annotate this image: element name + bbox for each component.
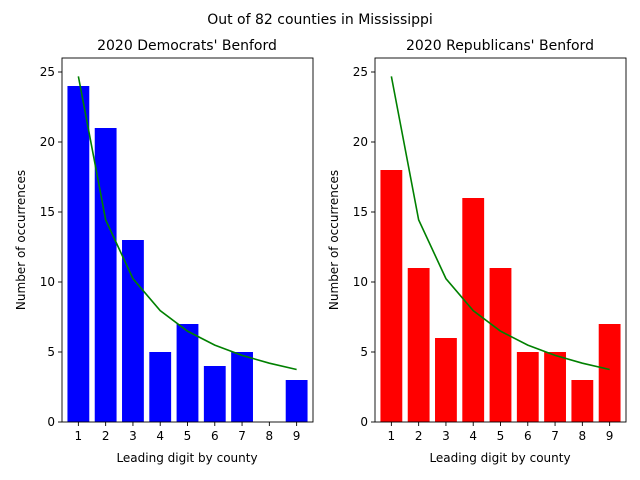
- republicans-y-tick-label: 25: [353, 65, 368, 79]
- republicans-x-tick-label: 6: [524, 429, 532, 443]
- democrats-x-tick-label: 9: [293, 429, 301, 443]
- republicans-bar-2: [407, 268, 430, 422]
- democrats-x-tick-label: 4: [156, 429, 164, 443]
- republicans-x-tick-label: 5: [497, 429, 505, 443]
- democrats-x-tick-label: 2: [102, 429, 110, 443]
- republicans-benford-expected-line: [390, 76, 610, 371]
- democrats-y-tick-label: 20: [40, 135, 55, 149]
- republicans-bar-6: [516, 352, 539, 422]
- democrats-x-tick-label: 7: [238, 429, 246, 443]
- democrats-bar-1: [67, 86, 90, 422]
- republicans-bar-3: [435, 338, 457, 422]
- republicans-x-tick-label: 7: [551, 429, 559, 443]
- republicans-x-tick-label: 2: [415, 429, 423, 443]
- democrats-bar-5: [176, 324, 199, 422]
- republicans-chart-title: 2020 Republicans' Benford: [406, 38, 594, 54]
- democrats-bar-2: [94, 128, 117, 422]
- democrats-chart: 2020 Democrats' Benford Leading digit by…: [14, 38, 314, 465]
- republicans-bar-7: [544, 352, 566, 422]
- republicans-y-tick-label: 20: [353, 135, 368, 149]
- democrats-bar-4: [149, 352, 172, 422]
- republicans-x-tick-label: 9: [606, 429, 614, 443]
- republicans-chart: 2020 Republicans' Benford Leading digit …: [327, 38, 627, 465]
- republicans-bar-8: [571, 380, 594, 422]
- republicans-y-tick-label: 0: [360, 415, 368, 429]
- democrats-y-tick-label: 15: [40, 205, 55, 219]
- democrats-x-tick-label: 1: [75, 429, 83, 443]
- republicans-y-tick-label: 10: [353, 275, 368, 289]
- republicans-y-tick-label: 15: [353, 205, 368, 219]
- republicans-bar-5: [489, 268, 512, 422]
- republicans-x-tick-label: 1: [388, 429, 396, 443]
- democrats-chart-title: 2020 Democrats' Benford: [97, 38, 277, 54]
- republicans-y-tick-label: 5: [360, 345, 368, 359]
- republicans-bar-1: [380, 170, 403, 422]
- republicans-y-axis-label: Number of occurrences: [327, 170, 341, 310]
- democrats-y-tick-label: 0: [47, 415, 55, 429]
- democrats-bar-9: [285, 380, 308, 422]
- democrats-y-tick-label: 5: [47, 345, 55, 359]
- democrats-benford-expected-line: [77, 76, 297, 371]
- democrats-x-axis-label: Leading digit by county: [116, 451, 257, 465]
- democrats-bar-3: [122, 240, 144, 422]
- republicans-x-tick-label: 8: [579, 429, 587, 443]
- republicans-x-tick-label: 4: [469, 429, 477, 443]
- republicans-x-axis-label: Leading digit by county: [429, 451, 570, 465]
- democrats-y-tick-label: 10: [40, 275, 55, 289]
- republicans-bar-9: [598, 324, 621, 422]
- democrats-x-tick-label: 3: [129, 429, 137, 443]
- democrats-x-tick-label: 6: [211, 429, 219, 443]
- democrats-x-tick-label: 8: [266, 429, 274, 443]
- democrats-y-axis-label: Number of occurrences: [14, 170, 28, 310]
- democrats-bar-6: [203, 366, 226, 422]
- figure-suptitle: Out of 82 counties in Mississippi: [207, 12, 433, 28]
- democrats-bar-7: [231, 352, 253, 422]
- democrats-y-tick-label: 25: [40, 65, 55, 79]
- republicans-x-tick-label: 3: [442, 429, 450, 443]
- democrats-x-tick-label: 5: [184, 429, 192, 443]
